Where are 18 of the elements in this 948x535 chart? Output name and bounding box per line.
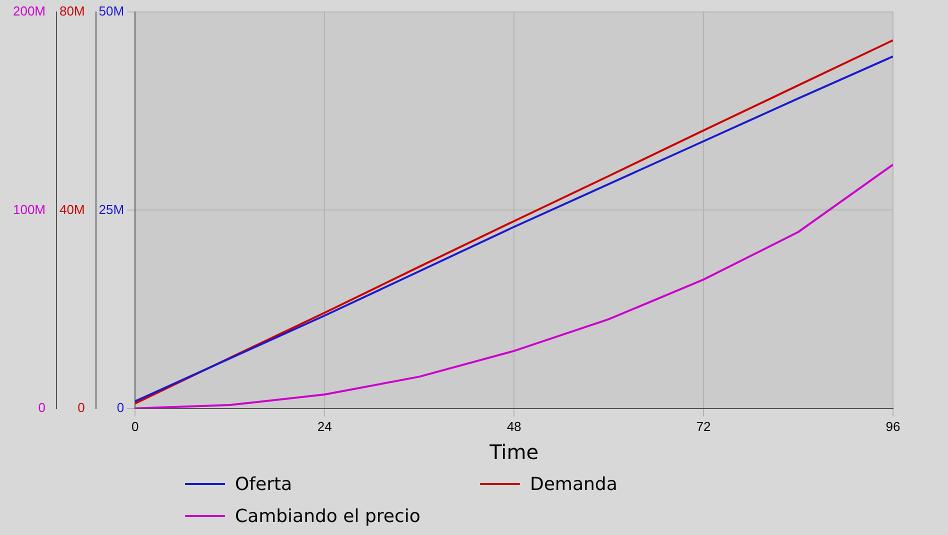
y-tick-label: 0 xyxy=(116,400,124,415)
x-tick-label: 72 xyxy=(696,418,711,434)
y2-tick-label: 80M xyxy=(60,4,85,19)
legend-label: Oferta xyxy=(235,474,292,494)
x-tick-label: 24 xyxy=(317,418,332,434)
y2-tick-label: 0 xyxy=(78,400,85,415)
y2-tick-label: 40M xyxy=(60,202,85,217)
x-axis-title: Time xyxy=(488,440,539,464)
y-tick-label: 25M xyxy=(98,202,124,217)
y3-tick-label: 200M xyxy=(12,4,46,19)
x-tick-label: 48 xyxy=(506,418,522,434)
y-tick-label: 50M xyxy=(98,4,124,19)
legend-label: Cambiando el precio xyxy=(235,506,420,526)
y3-tick-label: 100M xyxy=(12,202,46,217)
y3-tick-label: 0 xyxy=(38,400,46,415)
legend-label: Demanda xyxy=(530,474,618,494)
x-tick-label: 96 xyxy=(886,418,900,434)
x-tick-label: 0 xyxy=(131,418,139,434)
